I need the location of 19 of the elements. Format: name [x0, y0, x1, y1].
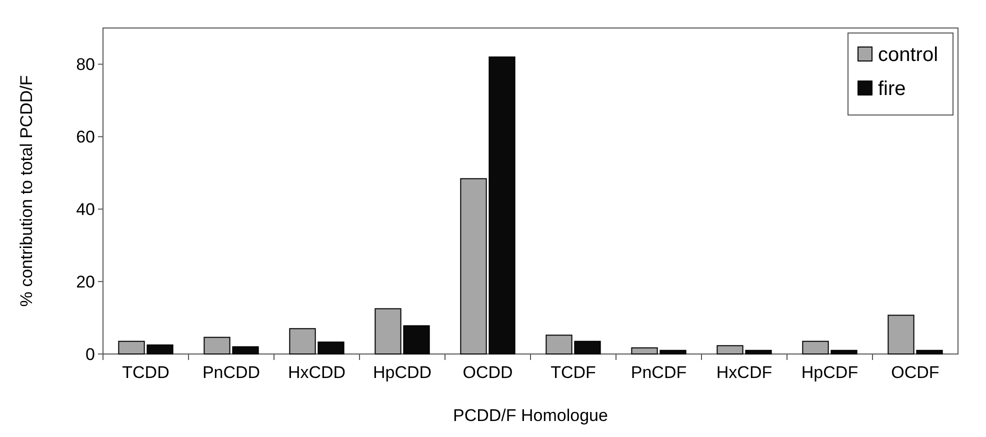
x-tick-label: OCDD: [462, 363, 513, 382]
x-tick-label: OCDF: [891, 363, 940, 382]
x-tick-label: PnCDD: [202, 363, 260, 382]
y-tick-label: 60: [76, 128, 95, 147]
y-tick-label: 0: [86, 344, 95, 364]
legend-label: control: [878, 44, 938, 66]
x-tick-label: PnCDF: [630, 363, 687, 382]
x-axis-title: PCDD/F Homologue: [453, 406, 608, 425]
y-tick-label: 20: [76, 272, 95, 292]
legend-label: fire: [878, 78, 906, 100]
y-tick-label: 80: [76, 55, 95, 74]
x-tick-label: TCDF: [550, 363, 596, 382]
x-tick-label: HxCDF: [716, 363, 772, 382]
x-tick-label: HxCDD: [288, 363, 346, 382]
x-tick-label: HpCDF: [801, 363, 858, 382]
x-tick-label: HpCDD: [372, 363, 432, 382]
y-tick-label: 40: [76, 200, 95, 220]
x-tick-label: TCDD: [122, 363, 170, 382]
y-axis-title: % contribution to total PCDD/F: [17, 75, 36, 307]
